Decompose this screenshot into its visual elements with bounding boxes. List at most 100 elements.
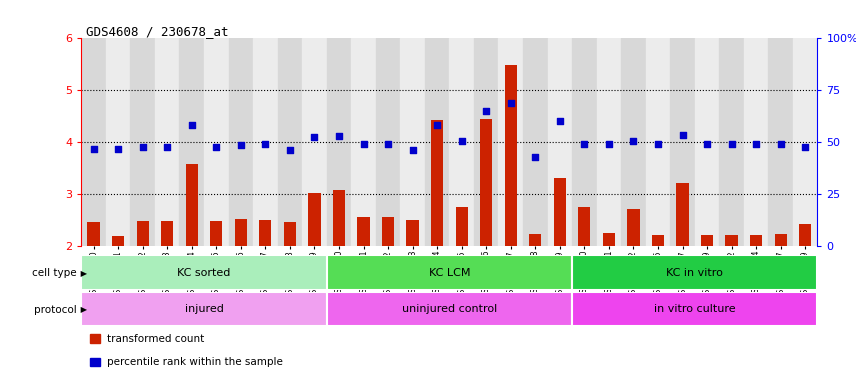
Point (675, 132, 689, 138)
Bar (578, 207, 591, 246)
Bar (425, 38, 449, 246)
Text: ▶: ▶ (78, 268, 87, 278)
Bar (572, 38, 597, 246)
Bar (627, 210, 639, 246)
Bar (277, 38, 302, 246)
Bar (308, 193, 320, 246)
Bar (504, 65, 517, 246)
Bar (695, 38, 719, 246)
Point (528, 154, 542, 160)
Bar (327, 292, 572, 326)
Bar (204, 38, 229, 246)
Bar (793, 38, 817, 246)
Bar (357, 217, 370, 246)
Point (651, 141, 665, 147)
Point (749, 141, 763, 147)
Bar (333, 190, 345, 246)
Point (504, 100, 518, 106)
Bar (769, 38, 793, 246)
Point (553, 118, 567, 124)
Point (283, 147, 297, 154)
Point (602, 141, 615, 147)
Bar (474, 38, 498, 246)
Bar (327, 255, 572, 290)
Bar (572, 292, 817, 326)
Bar (597, 38, 621, 246)
Point (455, 138, 468, 144)
Text: percentile rank within the sample: percentile rank within the sample (107, 357, 282, 367)
Bar (253, 38, 277, 246)
Point (185, 122, 199, 129)
Bar (210, 221, 223, 246)
Bar (775, 234, 787, 246)
Bar (351, 38, 376, 246)
Bar (449, 38, 474, 246)
Bar (81, 292, 327, 326)
Point (160, 144, 174, 150)
Text: in vitro culture: in vitro culture (654, 304, 735, 314)
Bar (130, 38, 155, 246)
Bar (523, 38, 548, 246)
Bar (529, 234, 541, 246)
Bar (401, 38, 425, 246)
Bar (81, 255, 327, 290)
Point (578, 141, 591, 147)
Bar (327, 38, 351, 246)
Bar (799, 224, 811, 246)
Point (774, 141, 788, 147)
Text: protocol: protocol (34, 305, 77, 314)
Point (210, 144, 223, 150)
Bar (106, 38, 130, 246)
Bar (136, 221, 149, 246)
Bar (87, 222, 99, 246)
Bar (651, 235, 664, 246)
Bar (382, 217, 394, 246)
Text: KC in vitro: KC in vitro (666, 268, 723, 278)
Bar (431, 120, 443, 246)
Point (357, 141, 371, 147)
Text: transformed count: transformed count (107, 334, 205, 344)
Point (86, 146, 100, 152)
Bar (750, 235, 762, 246)
Point (332, 133, 346, 139)
Bar (259, 220, 271, 246)
Bar (376, 38, 401, 246)
Point (479, 108, 493, 114)
Bar (621, 38, 645, 246)
Bar (498, 38, 523, 246)
Point (725, 141, 739, 147)
Bar (455, 207, 467, 246)
Bar (186, 164, 198, 246)
Bar (572, 255, 817, 290)
Bar (302, 38, 327, 246)
Text: cell type: cell type (33, 268, 77, 278)
Bar (112, 237, 124, 246)
Bar (480, 119, 492, 246)
Bar (155, 38, 180, 246)
Point (234, 142, 247, 148)
Bar (676, 182, 688, 246)
Bar (725, 235, 738, 246)
Point (627, 138, 640, 144)
Bar (548, 38, 572, 246)
Bar (235, 219, 247, 246)
Bar (283, 222, 296, 246)
Text: injured: injured (185, 304, 223, 314)
Bar (701, 235, 713, 246)
Point (111, 146, 125, 152)
Point (136, 144, 150, 150)
Bar (180, 38, 204, 246)
Point (799, 144, 812, 150)
Bar (81, 38, 106, 246)
Bar (161, 221, 173, 246)
Point (307, 134, 321, 140)
Text: ▶: ▶ (78, 305, 87, 314)
Text: GDS4608 / 230678_at: GDS4608 / 230678_at (86, 25, 228, 38)
Bar (554, 178, 566, 246)
Bar (229, 38, 253, 246)
Point (381, 141, 395, 147)
Bar (670, 38, 695, 246)
Text: KC LCM: KC LCM (429, 268, 470, 278)
Text: uninjured control: uninjured control (401, 304, 497, 314)
Bar (719, 38, 744, 246)
